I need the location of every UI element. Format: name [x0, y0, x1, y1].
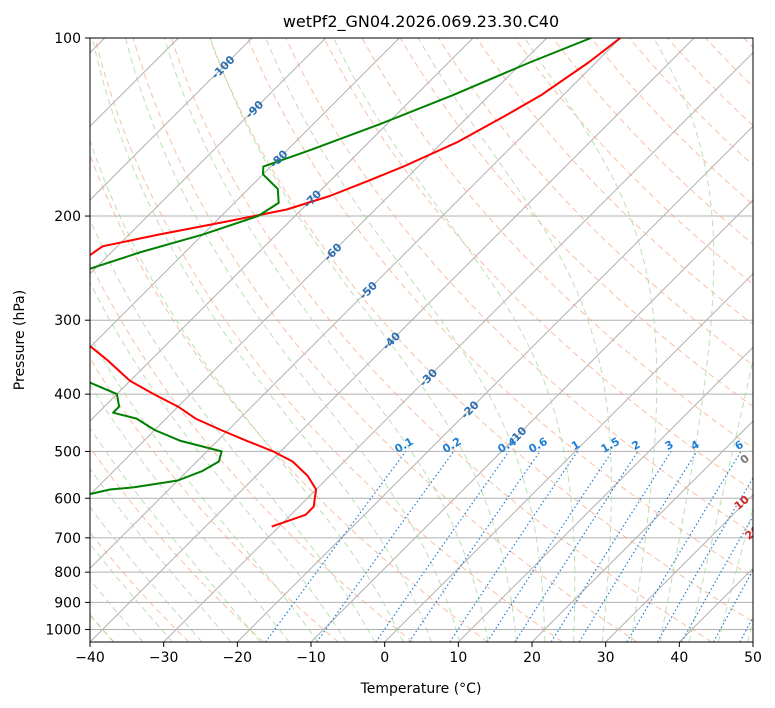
mixing-ratio-line [626, 451, 742, 642]
profile-lines [90, 38, 621, 528]
moist-adiabat [209, 38, 517, 642]
y-tick-label: 400 [54, 387, 81, 403]
moist-adiabat [265, 38, 546, 642]
isotherm-line [90, 38, 474, 422]
moist-adiabat [524, 38, 658, 642]
moist-adiabat [653, 38, 715, 642]
dry-adiabat [90, 446, 264, 642]
isotherm-line [384, 272, 753, 642]
y-tick-label: 800 [54, 565, 81, 581]
y-tick-label: 500 [54, 444, 81, 460]
isobar-grid [90, 38, 753, 630]
y-tick-label: 600 [54, 491, 81, 507]
dry-adiabat [170, 38, 712, 642]
isotherm-line [531, 420, 753, 642]
y-tick-label: 200 [54, 209, 81, 225]
dry-adiabat [476, 38, 753, 326]
moist-adiabat [90, 578, 144, 642]
y-tick-label: 300 [54, 313, 81, 329]
moist-adiabat-label: 20 [742, 523, 762, 543]
isotherm-line [90, 38, 400, 349]
dry-adiabat [628, 38, 753, 166]
isotherm-line [90, 38, 548, 496]
mixing-ratio-line [550, 451, 672, 642]
moist-adiabat [91, 38, 432, 642]
dry-adiabat [94, 38, 563, 642]
dry-adiabat [361, 38, 753, 449]
dry-adiabat [399, 38, 753, 408]
dry-adiabat [323, 38, 753, 492]
moist-adiabat [90, 335, 319, 642]
mixing-ratio-line [680, 515, 753, 642]
isotherm-line [236, 125, 753, 642]
moist-adiabat [688, 356, 753, 642]
dewpoint-profile-line [90, 38, 592, 496]
y-axis-label: Pressure (hPa) [12, 290, 28, 390]
moist-adiabat [125, 38, 461, 642]
moist-adiabat [163, 38, 489, 642]
isotherm-line [457, 346, 753, 642]
x-axis-label: Temperature (°C) [360, 681, 482, 697]
dry-adiabat [590, 38, 753, 206]
x-tick-label: −20 [223, 650, 253, 666]
y-tick-label: 1000 [45, 622, 81, 638]
x-tick-label: −10 [296, 650, 326, 666]
moist-adiabat [90, 281, 347, 642]
dry-adiabat [132, 38, 638, 642]
mixing-ratio-line [265, 451, 407, 642]
moist-adiabat [90, 543, 173, 642]
chart-title: wetPf2_GN04.2026.069.23.30.C40 [283, 12, 559, 32]
x-tick-label: 40 [670, 650, 688, 666]
dry-adiabats [90, 38, 753, 642]
mixing-ratio-line [316, 451, 455, 642]
x-tick-label: −30 [149, 650, 179, 666]
mixing-ratio-line [514, 451, 639, 642]
y-tick-label: 100 [54, 31, 81, 47]
isotherm-line [90, 38, 327, 275]
isotherm-line [90, 38, 695, 642]
isotherm-line [163, 51, 753, 642]
mixing-ratio-line [578, 451, 698, 642]
temperature-profile-line [90, 38, 621, 528]
mixing-ratio-lines [265, 451, 753, 642]
moist-adiabat [333, 38, 576, 642]
axes: −40 −30 −20 −10 0 10 20 30 40 50 100 200 300 400 500 60… [45, 31, 762, 666]
dry-adiabat [209, 38, 753, 623]
x-tick-label: 0 [380, 650, 389, 666]
moist-adiabat [90, 139, 404, 642]
dry-adiabat [514, 38, 753, 285]
moist-adiabat [90, 506, 203, 642]
moist-adiabat-label: 30 [751, 554, 771, 574]
x-tick-label: −40 [75, 650, 105, 666]
y-tick-label: 900 [54, 595, 81, 611]
moist-adiabat [90, 467, 232, 642]
x-tick-label: 20 [523, 650, 541, 666]
mixing-ratio-line [408, 451, 541, 642]
x-tick-label: 50 [744, 650, 762, 666]
plot-area: -100-90-80-70-60-50-40-30-20-100.1 0.2 0.4… [90, 38, 771, 642]
isotherm-grid [90, 38, 753, 642]
moist-adiabat [90, 383, 290, 642]
x-tick-label: 10 [449, 650, 467, 666]
dry-adiabat [90, 261, 414, 642]
isotherm-line [605, 493, 753, 642]
y-tick-label: 700 [54, 531, 81, 547]
moist-adiabats [90, 38, 753, 642]
plot-frame [89, 37, 754, 643]
mixing-ratio-line [712, 568, 753, 642]
dry-adiabat [247, 38, 753, 578]
x-tick-label: 30 [597, 650, 615, 666]
isotherm-line [90, 38, 253, 201]
moist-adiabat [417, 38, 612, 642]
moist-adiabat [717, 506, 753, 642]
mixing-ratio-line [656, 476, 753, 642]
moist-adiabat [90, 218, 376, 642]
